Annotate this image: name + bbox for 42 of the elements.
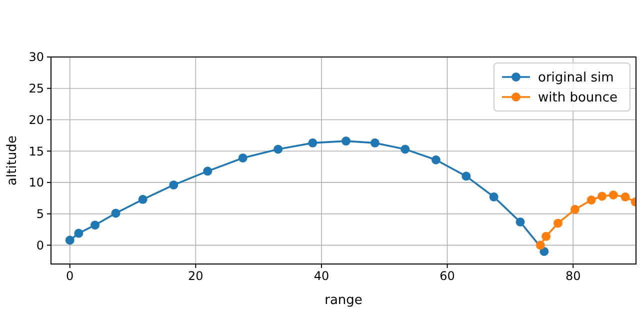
legend-label: with bounce	[538, 90, 618, 106]
x-tick-label: 80	[565, 269, 581, 283]
point	[542, 232, 551, 241]
point	[238, 153, 248, 162]
y-tick-label: 20	[28, 112, 44, 127]
y-tick-label: 10	[28, 176, 44, 190]
point	[554, 218, 562, 228]
point	[74, 228, 84, 238]
point	[138, 194, 148, 204]
point	[111, 208, 120, 218]
legend-label: original sim	[538, 70, 614, 86]
y-tick-label: 0	[36, 238, 44, 252]
y-tick-label: 15	[28, 144, 44, 158]
point	[586, 196, 596, 205]
point	[90, 220, 100, 230]
point	[169, 180, 178, 190]
point	[608, 190, 618, 200]
x-axis-title: range	[324, 293, 362, 308]
point	[308, 138, 318, 148]
point	[274, 144, 283, 154]
point	[598, 192, 607, 201]
y-tick-label: 30	[28, 50, 44, 64]
y-tick-label: 25	[28, 82, 44, 96]
point	[462, 172, 471, 181]
x-tick-label: 40	[314, 269, 330, 283]
point	[489, 192, 498, 202]
point	[516, 217, 525, 226]
point	[400, 144, 410, 154]
y-tick-label: 5	[36, 207, 44, 222]
x-tick-label: 60	[440, 269, 455, 283]
point	[342, 136, 351, 146]
point	[431, 155, 440, 164]
x-tick-label: 20	[188, 269, 204, 283]
point	[65, 236, 74, 245]
point	[203, 166, 212, 176]
y-axis-title: altitude	[5, 136, 20, 186]
point	[570, 204, 580, 214]
point	[370, 138, 380, 148]
point	[620, 192, 630, 202]
x-tick-label: 0	[66, 269, 74, 283]
point	[540, 246, 549, 256]
point	[536, 240, 545, 250]
